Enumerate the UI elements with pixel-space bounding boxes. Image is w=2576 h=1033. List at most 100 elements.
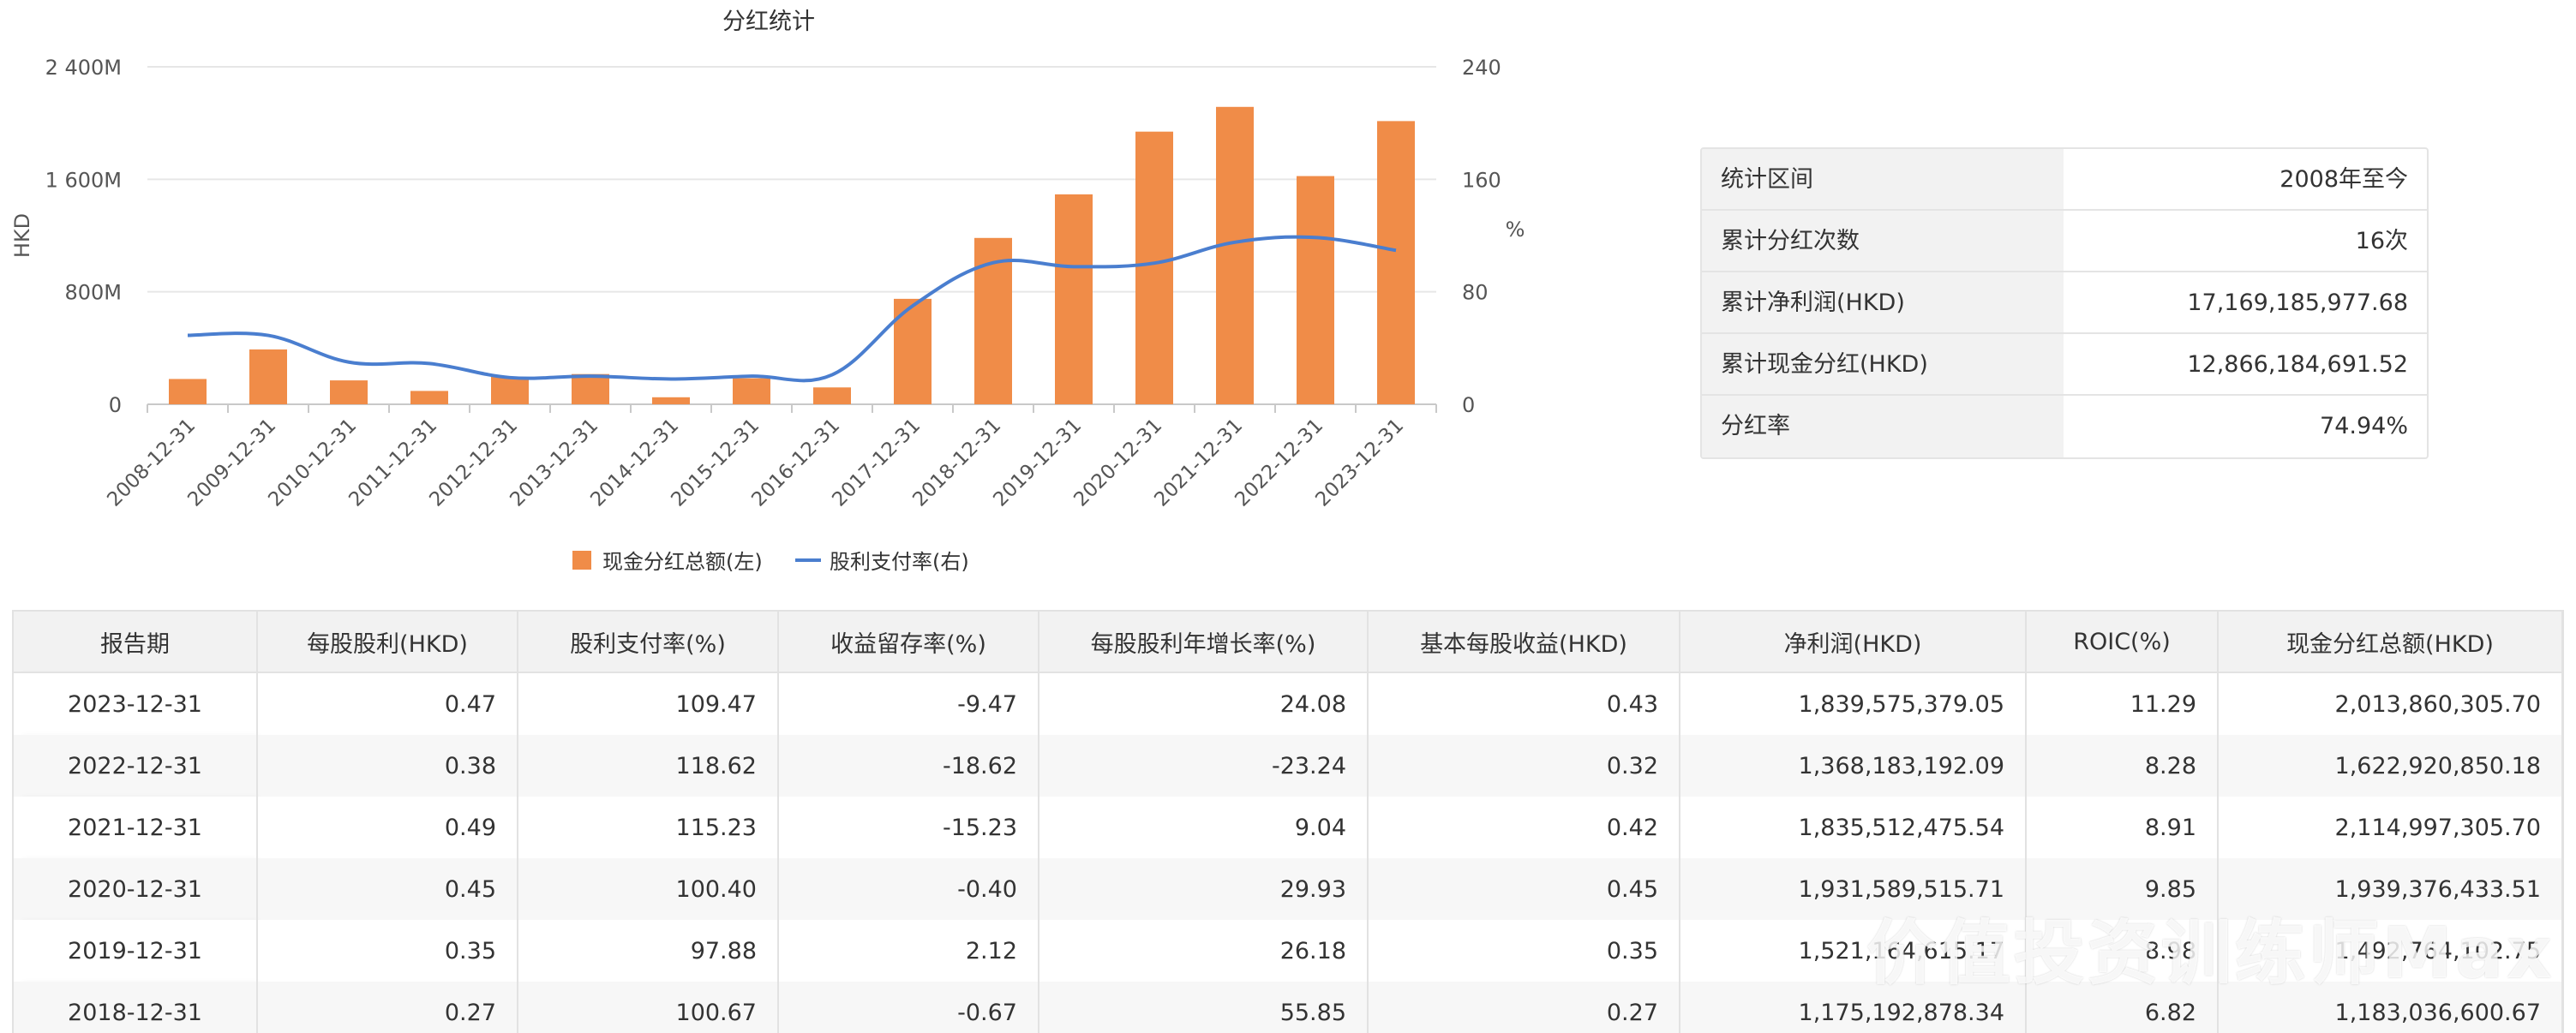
cell-dps: 0.27	[257, 982, 518, 1033]
cell-dps: 0.49	[257, 797, 518, 858]
summary-value: 2008年至今	[2279, 166, 2408, 193]
col-header-dps[interactable]: 每股股利(HKD)	[257, 612, 518, 673]
summary-label: 分红率	[1702, 396, 2064, 457]
col-header-period[interactable]: 报告期	[14, 612, 258, 673]
cell-cash-dividend: 1,622,920,850.18	[2218, 735, 2562, 797]
cell-dps-growth: 26.18	[1039, 920, 1369, 982]
summary-label: 统计区间	[1702, 149, 2064, 209]
legend[interactable]: 现金分红总额(左) 股利支付率(右)	[572, 550, 969, 574]
cell-dps: 0.38	[257, 735, 518, 797]
cell-roic: 8.28	[2026, 735, 2219, 797]
line-series	[187, 235, 1397, 383]
bar[interactable]	[733, 378, 770, 404]
col-header-roic[interactable]: ROIC(%)	[2026, 612, 2219, 673]
watermark: 价值投资训练师Max	[1866, 913, 2555, 994]
bar[interactable]	[330, 380, 368, 404]
summary-table: 统计区间 2008年至今 累计分红次数 16次 累计净利润(HKD) 17,16…	[1700, 147, 2429, 459]
bar[interactable]	[410, 391, 448, 404]
table-row: 2022-12-31 0.38 118.62 -18.62 -23.24 0.3…	[14, 735, 2562, 797]
cell-retention-ratio: -9.47	[778, 672, 1039, 735]
cell-payout-ratio: 100.40	[518, 858, 779, 920]
cell-cash-dividend: 2,013,860,305.70	[2218, 672, 2562, 735]
cell-cash-dividend: 1,939,376,433.51	[2218, 858, 2562, 920]
bar[interactable]	[1216, 106, 1254, 404]
summary-row: 累计现金分红(HKD) 12,866,184,691.52	[1702, 334, 2427, 396]
cell-net-profit: 1,835,512,475.54	[1680, 797, 2027, 858]
bar[interactable]	[249, 349, 287, 404]
legend-bar-swatch	[572, 551, 591, 570]
cell-net-profit: 1,931,589,515.71	[1680, 858, 2027, 920]
cell-payout-ratio: 115.23	[518, 797, 779, 858]
left-axis-label: HKD	[10, 213, 34, 258]
table-row: 2019-12-31 0.35 97.88 2.12 26.18 0.35 1,…	[14, 920, 2562, 982]
col-header-payout-ratio[interactable]: 股利支付率(%)	[518, 612, 779, 673]
bar[interactable]	[813, 387, 851, 404]
payout-ratio-line[interactable]	[187, 235, 1397, 383]
col-header-basic-eps[interactable]: 基本每股收益(HKD)	[1368, 612, 1680, 673]
bar[interactable]	[1135, 131, 1173, 404]
cell-basic-eps: 0.43	[1368, 672, 1680, 735]
summary-label: 累计分红次数	[1702, 211, 2064, 271]
table-row: 2020-12-31 0.45 100.40 -0.40 29.93 0.45 …	[14, 858, 2562, 920]
cell-roic: 8.91	[2026, 797, 2219, 858]
cell-period: 2023-12-31	[14, 672, 258, 735]
right-tick-label: 0	[1462, 393, 1475, 417]
col-header-retention-ratio[interactable]: 收益留存率(%)	[778, 612, 1039, 673]
bar[interactable]	[491, 376, 529, 404]
cell-period: 2019-12-31	[14, 920, 258, 982]
cell-cash-dividend: 2,114,997,305.70	[2218, 797, 2562, 858]
cell-basic-eps: 0.45	[1368, 858, 1680, 920]
x-axis-labels: 2008-12-312009-12-312010-12-312011-12-31…	[103, 415, 1408, 511]
cell-cash-dividend: 1,492,764,102.75	[2218, 920, 2562, 982]
cell-retention-ratio: 2.12	[778, 920, 1039, 982]
summary-value: 12,866,184,691.52	[2187, 351, 2408, 378]
cell-basic-eps: 0.27	[1368, 982, 1680, 1033]
summary-label: 累计净利润(HKD)	[1702, 272, 2064, 332]
col-header-dps-growth[interactable]: 每股股利年增长率(%)	[1039, 612, 1369, 673]
cell-retention-ratio: -15.23	[778, 797, 1039, 858]
bar[interactable]	[1377, 121, 1415, 404]
left-tick-label: 2 400M	[45, 56, 122, 80]
bar[interactable]	[1297, 176, 1334, 404]
cell-dps-growth: 29.93	[1039, 858, 1369, 920]
bar[interactable]	[652, 397, 690, 404]
chart-title: 分红统计	[722, 9, 815, 35]
cell-payout-ratio: 100.67	[518, 982, 779, 1033]
cell-dps-growth: 24.08	[1039, 672, 1369, 735]
summary-row: 分红率 74.94%	[1702, 396, 2427, 457]
cell-basic-eps: 0.42	[1368, 797, 1680, 858]
right-tick-label: 80	[1462, 281, 1489, 305]
cell-net-profit: 1,521,164,615.17	[1680, 920, 2027, 982]
summary-value: 16次	[2355, 228, 2408, 254]
dividend-table: 报告期 每股股利(HKD) 股利支付率(%) 收益留存率(%) 每股股利年增长率…	[12, 610, 2564, 1033]
summary-row: 统计区间 2008年至今	[1702, 149, 2427, 211]
cell-dps: 0.45	[257, 858, 518, 920]
table-header-row: 报告期 每股股利(HKD) 股利支付率(%) 收益留存率(%) 每股股利年增长率…	[14, 612, 2562, 673]
left-tick-label: 800M	[64, 281, 122, 305]
cell-dps-growth: 9.04	[1039, 797, 1369, 858]
bar-series	[169, 106, 1415, 404]
summary-value: 74.94%	[2320, 413, 2408, 439]
x-axis-ticks	[147, 404, 1437, 413]
right-axis-ticks: 0 80 160 240	[1462, 56, 1501, 417]
cell-net-profit: 1,368,183,192.09	[1680, 735, 2027, 797]
cell-retention-ratio: -0.40	[778, 858, 1039, 920]
bar[interactable]	[572, 373, 609, 404]
left-axis-ticks: 0 800M 1 600M 2 400M	[45, 56, 122, 417]
cell-period: 2018-12-31	[14, 982, 258, 1033]
summary-label: 累计现金分红(HKD)	[1702, 334, 2064, 394]
cell-retention-ratio: -0.67	[778, 982, 1039, 1033]
table-row: 2021-12-31 0.49 115.23 -15.23 9.04 0.42 …	[14, 797, 2562, 858]
col-header-cash-dividend[interactable]: 现金分红总额(HKD)	[2218, 612, 2562, 673]
bar[interactable]	[169, 379, 207, 404]
cell-retention-ratio: -18.62	[778, 735, 1039, 797]
right-axis-label: %	[1506, 218, 1525, 242]
cell-dps-growth: -23.24	[1039, 735, 1369, 797]
cell-cash-dividend: 1,183,036,600.67	[2218, 982, 2562, 1033]
col-header-net-profit[interactable]: 净利润(HKD)	[1680, 612, 2027, 673]
cell-roic: 11.29	[2026, 672, 2219, 735]
cell-roic: 8.98	[2026, 920, 2219, 982]
cell-net-profit: 1,175,192,878.34	[1680, 982, 2027, 1033]
right-tick-label: 240	[1462, 56, 1501, 80]
bar[interactable]	[1055, 194, 1093, 404]
